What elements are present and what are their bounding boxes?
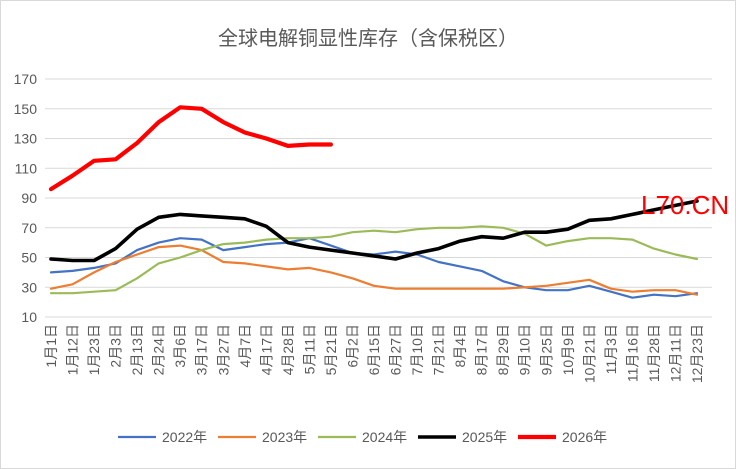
gridlines <box>45 78 712 318</box>
x-tick-label: 2月3日 <box>108 324 124 368</box>
x-tick-label: 11月28日 <box>646 324 662 382</box>
x-tick-label: 7月10日 <box>409 324 425 375</box>
y-axis-tick-labels: 10 30 50 70 90 110 130 150 170 <box>14 71 38 325</box>
chart-title: 全球电解铜显性库存（含保税区） <box>218 27 518 50</box>
x-axis-tick-labels: 1月1日 1月12日 1月23日 2月3日 2月13日 2月24日 3月6日 3月17日 3月2… <box>43 324 705 383</box>
y-tick-label: 170 <box>14 71 38 87</box>
y-tick-label: 30 <box>21 279 37 295</box>
y-tick-label: 150 <box>14 101 38 117</box>
x-tick-label: 3月6日 <box>172 324 188 368</box>
x-tick-label: 3月17日 <box>194 324 210 375</box>
legend-item: 2026年 <box>518 429 607 445</box>
legend-label: 2025年 <box>462 429 507 445</box>
y-tick-label: 50 <box>21 250 37 266</box>
legend-item: 2023年 <box>218 429 307 445</box>
series-line-2026 <box>48 105 333 192</box>
series-line-2024 <box>49 225 699 295</box>
legend-item: 2025年 <box>418 429 507 445</box>
x-tick-label: 6月27日 <box>388 324 404 375</box>
legend-item: 2022年 <box>118 429 207 445</box>
x-tick-label: 8月4日 <box>452 324 468 368</box>
series-line-2023 <box>49 244 699 296</box>
x-tick-label: 10月9日 <box>560 324 576 375</box>
legend-label: 2022年 <box>162 429 207 445</box>
x-tick-label: 3月27日 <box>215 324 231 375</box>
y-tick-label: 10 <box>21 309 37 325</box>
x-tick-label: 12月23日 <box>689 324 705 383</box>
legend-item: 2024年 <box>318 429 407 445</box>
x-tick-label: 4月7日 <box>237 324 253 368</box>
legend-label: 2026年 <box>562 429 607 445</box>
y-tick-label: 70 <box>21 220 37 236</box>
x-tick-label: 10月21日 <box>581 324 597 383</box>
x-tick-label: 4月17日 <box>258 324 274 375</box>
x-tick-label: 8月29日 <box>495 324 511 375</box>
x-tick-label: 4月28日 <box>280 324 296 375</box>
x-tick-label: 6月2日 <box>345 324 361 368</box>
x-tick-label: 6月15日 <box>366 324 382 375</box>
x-tick-label: 2月13日 <box>129 324 145 375</box>
x-tick-label: 1月12日 <box>65 324 81 375</box>
x-tick-label: 11月16日 <box>624 324 640 382</box>
series-line-2025 <box>49 199 699 263</box>
y-tick-label: 90 <box>21 190 37 206</box>
y-tick-label: 130 <box>14 131 38 147</box>
x-tick-label: 5月21日 <box>323 324 339 375</box>
x-tick-label: 12月11日 <box>668 324 684 382</box>
x-tick-label: 2月24日 <box>151 324 167 375</box>
x-tick-label: 9月25日 <box>538 324 554 375</box>
y-tick-label: 110 <box>15 160 38 176</box>
x-tick-label: 11月3日 <box>603 324 619 374</box>
x-tick-label: 8月17日 <box>474 324 490 375</box>
legend-label: 2024年 <box>362 429 407 445</box>
x-tick-label: 1月1日 <box>43 324 59 368</box>
watermark: L70.CN <box>641 190 729 220</box>
x-tick-label: 9月10日 <box>517 324 533 375</box>
x-tick-label: 7月21日 <box>431 324 447 375</box>
series-lines <box>48 105 699 299</box>
x-tick-label: 5月11日 <box>301 324 317 374</box>
legend: 2022年 2023年 2024年 2025年 2026年 <box>118 429 607 445</box>
x-tick-label: 1月23日 <box>86 324 102 375</box>
legend-label: 2023年 <box>262 429 307 445</box>
